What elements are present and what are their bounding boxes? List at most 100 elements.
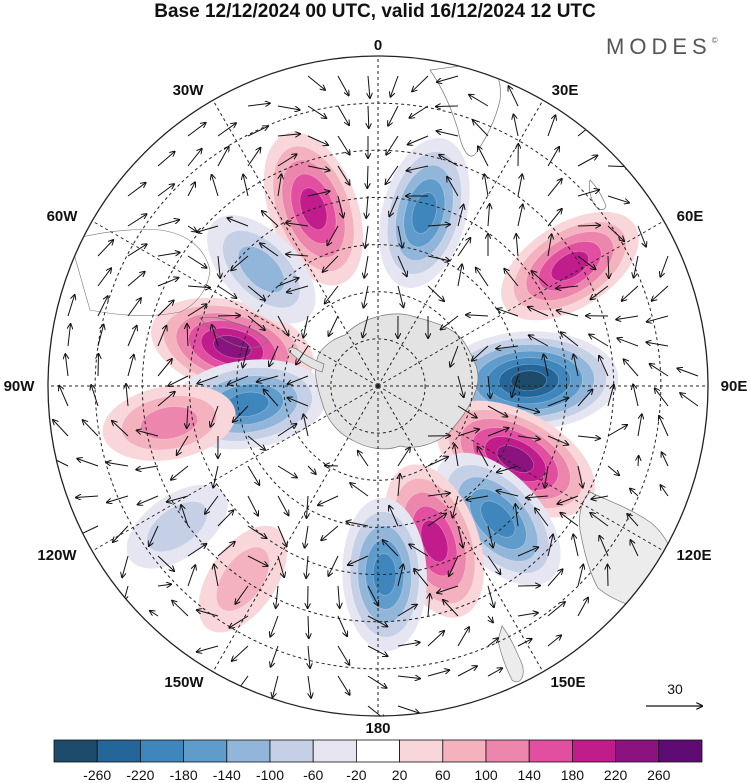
wind-arrow bbox=[112, 421, 129, 437]
wind-arrow bbox=[286, 223, 309, 226]
wind-arrow bbox=[487, 405, 507, 417]
wind-arrow bbox=[367, 705, 385, 716]
wind-arrow bbox=[264, 390, 279, 407]
colorbar-swatch bbox=[615, 739, 660, 763]
wind-arrow bbox=[167, 495, 189, 502]
wind-arrow bbox=[504, 269, 519, 287]
wind-arrow bbox=[157, 326, 166, 347]
lon-label-0: 0 bbox=[374, 37, 382, 54]
wind-arrow bbox=[212, 175, 219, 197]
wind-arrow bbox=[217, 147, 229, 167]
wind-arrow bbox=[398, 474, 400, 497]
wind-arrow bbox=[106, 462, 129, 467]
wind-arrow bbox=[229, 615, 249, 628]
wind-arrow bbox=[488, 375, 490, 398]
wind-arrow bbox=[157, 392, 175, 407]
wind-arrow bbox=[235, 585, 249, 604]
wind-arrow bbox=[127, 183, 146, 197]
wind-arrow bbox=[217, 285, 236, 298]
wind-arrow bbox=[307, 75, 325, 90]
wind-arrow bbox=[497, 465, 519, 472]
wind-arrow bbox=[328, 555, 339, 576]
anomaly-contour bbox=[237, 245, 285, 293]
wind-arrow bbox=[478, 146, 489, 167]
wind-arrow bbox=[157, 584, 171, 586]
wind-arrow bbox=[337, 195, 343, 217]
colorbar-tick-label: -60 bbox=[303, 767, 323, 783]
wind-arrow bbox=[127, 244, 147, 257]
wind-arrow bbox=[391, 75, 399, 97]
wind-arrow bbox=[157, 359, 172, 377]
wind-arrow bbox=[517, 435, 540, 439]
colorbar-tick-label: 60 bbox=[435, 767, 451, 783]
wind-arrow bbox=[577, 390, 593, 407]
map-boundary bbox=[47, 55, 709, 717]
wind-arrow bbox=[517, 405, 539, 412]
wind-arrow bbox=[59, 386, 69, 407]
latitude-circle bbox=[330, 338, 426, 434]
anomaly-contour bbox=[550, 251, 589, 282]
colorbar: -260 -220 -180 -140 -100 -60 -20 20 60 100 140 180 2… bbox=[53, 739, 703, 783]
wind-arrow bbox=[397, 565, 403, 587]
wind-arrow bbox=[308, 615, 309, 638]
anomaly-center-negative bbox=[207, 215, 316, 324]
anomaly-center-positive bbox=[198, 525, 288, 633]
wind-arrow bbox=[427, 224, 450, 226]
wind-arrow bbox=[497, 491, 519, 497]
wind-arrow bbox=[68, 324, 71, 347]
latitude-circle bbox=[283, 291, 473, 481]
wind-arrow bbox=[127, 214, 147, 227]
wind-arrow bbox=[127, 272, 145, 287]
wind-arrow bbox=[337, 105, 349, 125]
anomaly-contour bbox=[480, 500, 516, 538]
wind-arrow bbox=[386, 165, 399, 184]
colorbar-swatch bbox=[53, 739, 98, 763]
wind-arrow bbox=[547, 569, 563, 587]
wind-arrow bbox=[247, 103, 270, 106]
lon-label-90e: 90E bbox=[721, 378, 748, 395]
wind-arrow bbox=[177, 435, 189, 455]
south-america-tip bbox=[199, 316, 269, 349]
meridian-line bbox=[377, 99, 544, 387]
vector-reference-label: 30 bbox=[667, 681, 683, 697]
colorbar-tick-label: -20 bbox=[346, 767, 366, 783]
wind-arrow bbox=[97, 268, 111, 287]
wind-arrow bbox=[329, 315, 339, 336]
lon-label-90w: 90W bbox=[4, 378, 36, 395]
colorbar-tick-label: 140 bbox=[518, 767, 542, 783]
wind-arrow bbox=[427, 255, 450, 261]
wind-arrow bbox=[517, 613, 538, 616]
wind-arrow bbox=[217, 315, 240, 316]
wind-arrow bbox=[205, 495, 219, 514]
wind-arrow bbox=[273, 675, 279, 697]
colorbar-swatch bbox=[528, 739, 573, 763]
latitude-circle bbox=[236, 244, 520, 528]
wind-arrow bbox=[630, 489, 639, 497]
wind-arrow bbox=[97, 325, 104, 347]
vector-reference-key: 30 bbox=[646, 681, 702, 706]
wind-arrow bbox=[476, 268, 489, 287]
colorbar-swatch bbox=[355, 739, 400, 763]
wind-arrow bbox=[577, 565, 583, 587]
wind-arrow bbox=[338, 585, 340, 608]
wind-arrow bbox=[76, 496, 99, 498]
wind-arrow bbox=[172, 601, 189, 617]
wind-arrow bbox=[516, 234, 518, 257]
wind-arrow bbox=[327, 225, 339, 245]
anomaly-center-positive bbox=[501, 211, 639, 321]
wind-arrow bbox=[608, 565, 609, 587]
wind-arrow bbox=[364, 285, 369, 308]
wind-arrow bbox=[337, 165, 350, 185]
wind-arrow bbox=[337, 615, 347, 636]
wind-arrow bbox=[514, 115, 519, 137]
wind-arrow bbox=[350, 483, 369, 497]
wind-arrow bbox=[473, 120, 489, 137]
wind-arrow bbox=[397, 225, 402, 248]
wind-arrow bbox=[307, 165, 330, 170]
anomaly-contour bbox=[213, 335, 252, 359]
wind-arrow bbox=[441, 315, 459, 330]
wind-arrow bbox=[127, 355, 134, 377]
wind-arrow bbox=[97, 296, 108, 317]
wind-arrow bbox=[634, 255, 639, 278]
wind-arrow bbox=[296, 345, 309, 364]
